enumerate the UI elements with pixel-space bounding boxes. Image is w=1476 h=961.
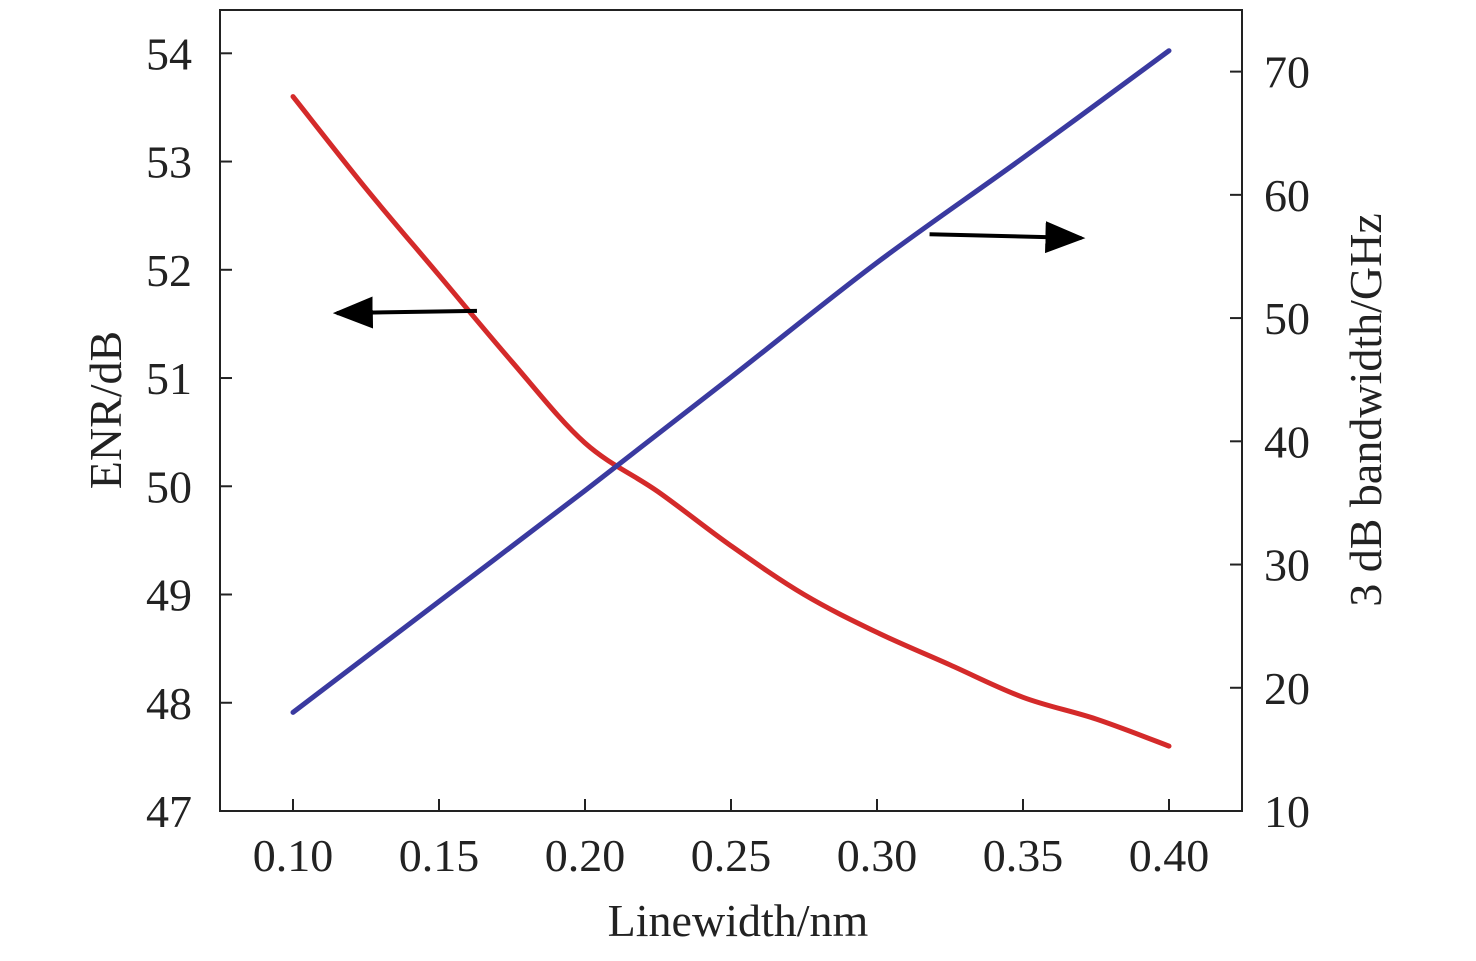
- right-y-tick-label: 40: [1264, 416, 1310, 467]
- left-y-axis-ticks: 47 48 49 50 51 52 53 54: [146, 28, 232, 837]
- plot-frame: [219, 9, 1243, 812]
- right-y-tick-label: 70: [1264, 47, 1310, 98]
- right-y-tick-label: 20: [1264, 663, 1310, 714]
- bandwidth-series-line: [290, 48, 1172, 715]
- x-tick-label: 0.25: [691, 830, 772, 881]
- x-axis-ticks: 0.10 0.15 0.20 0.25 0.30 0.35 0.40: [253, 799, 1210, 881]
- right-y-tick-label: 60: [1264, 170, 1310, 221]
- annotation-layer: [332, 221, 1086, 329]
- left-y-tick-label: 48: [146, 678, 192, 729]
- left-y-tick-label: 54: [146, 28, 192, 79]
- left-y-tick-label: 51: [146, 353, 192, 404]
- x-tick-label: 0.20: [545, 830, 626, 881]
- right-axis-arrow: [929, 221, 1086, 254]
- left-y-tick-label: 47: [146, 786, 192, 837]
- left-axis-arrow: [332, 296, 477, 329]
- right-y-axis-title: 3 dB bandwidth/GHz: [1340, 213, 1391, 607]
- series-layer: [290, 48, 1172, 749]
- x-tick-label: 0.15: [399, 830, 480, 881]
- x-tick-label: 0.30: [837, 830, 918, 881]
- x-tick-label: 0.40: [1129, 830, 1210, 881]
- enr-series-line: [290, 94, 1172, 749]
- right-y-tick-label: 10: [1264, 786, 1310, 837]
- left-y-axis-title: ENR/dB: [80, 331, 131, 489]
- right-y-tick-label: 30: [1264, 540, 1310, 591]
- left-y-tick-label: 52: [146, 245, 192, 296]
- x-tick-label: 0.35: [983, 830, 1064, 881]
- left-y-tick-label: 50: [146, 461, 192, 512]
- right-y-tick-label: 50: [1264, 293, 1310, 344]
- x-tick-label: 0.10: [253, 830, 334, 881]
- left-y-tick-label: 49: [146, 570, 192, 621]
- right-y-axis-ticks: 10 20 30 40 50 60 70: [1230, 47, 1310, 837]
- x-axis-title: Linewidth/nm: [608, 895, 869, 946]
- left-y-tick-label: 53: [146, 137, 192, 188]
